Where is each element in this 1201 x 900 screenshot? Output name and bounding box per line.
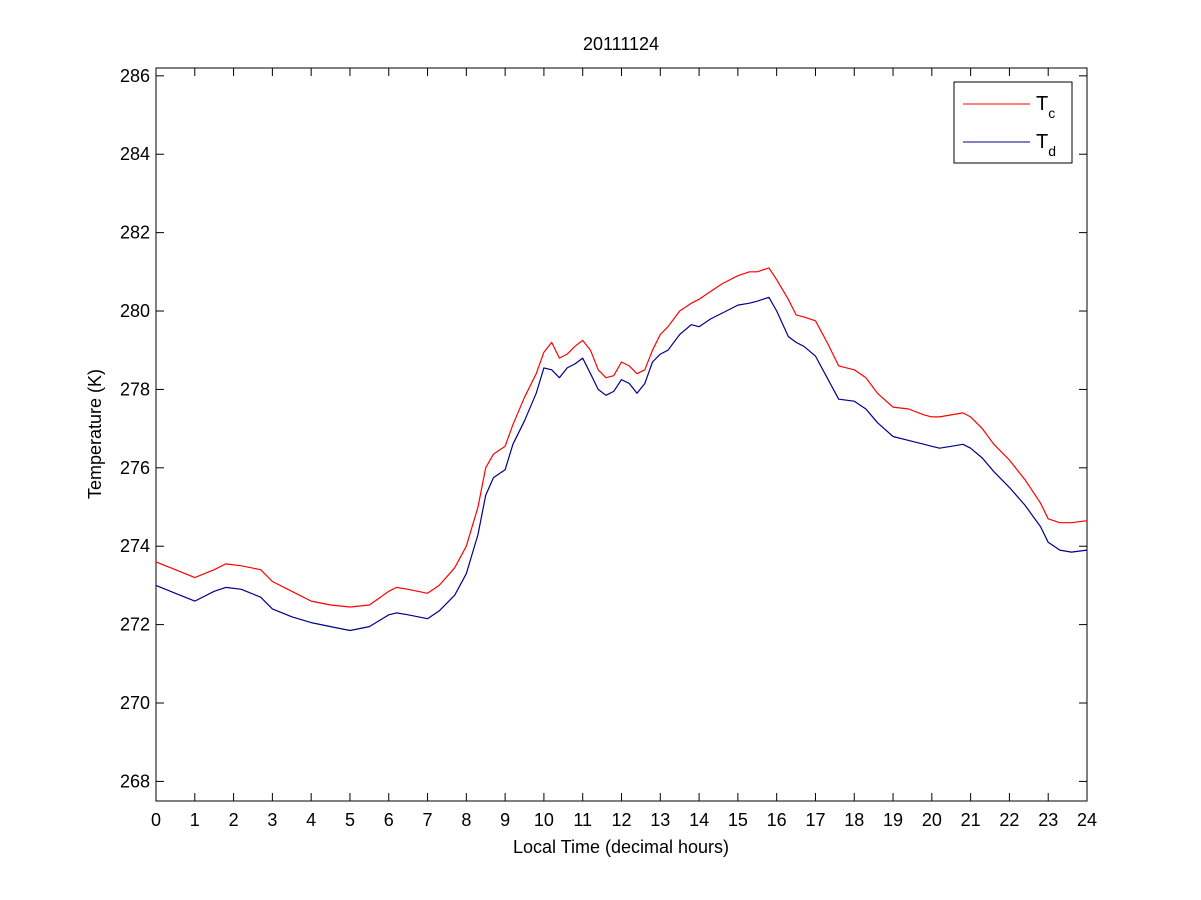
x-axis-label: Local Time (decimal hours)	[513, 837, 729, 857]
x-tick-label: 0	[151, 810, 161, 830]
x-tick-label: 17	[805, 810, 825, 830]
x-tick-label: 2	[229, 810, 239, 830]
x-tick-label: 3	[267, 810, 277, 830]
legend: Tc Td	[953, 81, 1073, 164]
y-tick-label: 282	[120, 223, 150, 243]
x-tick-label: 9	[500, 810, 510, 830]
x-tick-label: 22	[999, 810, 1019, 830]
y-tick-label: 270	[120, 693, 150, 713]
x-tick-label: 18	[844, 810, 864, 830]
x-tick-label: 14	[689, 810, 709, 830]
x-tick-label: 8	[461, 810, 471, 830]
y-tick-label: 276	[120, 458, 150, 478]
y-tick-label: 272	[120, 615, 150, 635]
y-tick-label: 278	[120, 379, 150, 399]
y-axis-label: Temperature (K)	[85, 369, 105, 499]
x-tick-label: 1	[190, 810, 200, 830]
legend-label-td: Td	[1036, 131, 1056, 159]
x-tick-label: 6	[384, 810, 394, 830]
series-line-td	[155, 296, 1088, 632]
x-tick-label: 23	[1038, 810, 1058, 830]
x-tick-label: 20	[922, 810, 942, 830]
tick-layer: 0 1 2 3 4 5 6 7 8 9 10 11 12 13 14 15 16 17 18 19 20 21 22 23 24…	[120, 66, 1097, 830]
x-tick-label: 10	[534, 810, 554, 830]
legend-label-tc-subscript: c	[1048, 105, 1055, 121]
y-tick-label: 268	[120, 771, 150, 791]
legend-box	[953, 81, 1073, 164]
series-layer	[155, 267, 1088, 632]
plot-area: 0 1 2 3 4 5 6 7 8 9 10 11 12 13 14 15 16 17 18 19 20 21 22 23 24…	[120, 66, 1097, 830]
x-tick-label: 5	[345, 810, 355, 830]
legend-label-tc: Tc	[1036, 93, 1055, 121]
legend-label-td-subscript: d	[1048, 143, 1056, 159]
axes-box	[155, 67, 1088, 802]
y-tick-label: 286	[120, 66, 150, 86]
y-tick-label: 274	[120, 536, 150, 556]
legend-label-tc-main: T	[1036, 93, 1048, 115]
x-tick-label: 19	[883, 810, 903, 830]
series-line-tc	[155, 267, 1088, 608]
chart-title: 20111124	[583, 34, 659, 54]
x-tick-label: 24	[1077, 810, 1097, 830]
y-tick-label: 280	[120, 301, 150, 321]
x-tick-label: 15	[728, 810, 748, 830]
x-tick-label: 11	[573, 810, 592, 830]
legend-label-td-main: T	[1036, 131, 1048, 153]
x-tick-label: 16	[767, 810, 787, 830]
x-tick-label: 7	[423, 810, 433, 830]
x-tick-label: 4	[306, 810, 316, 830]
y-tick-label: 284	[120, 144, 150, 164]
x-tick-label: 12	[611, 810, 631, 830]
x-tick-label: 21	[961, 810, 981, 830]
x-tick-label: 13	[650, 810, 670, 830]
